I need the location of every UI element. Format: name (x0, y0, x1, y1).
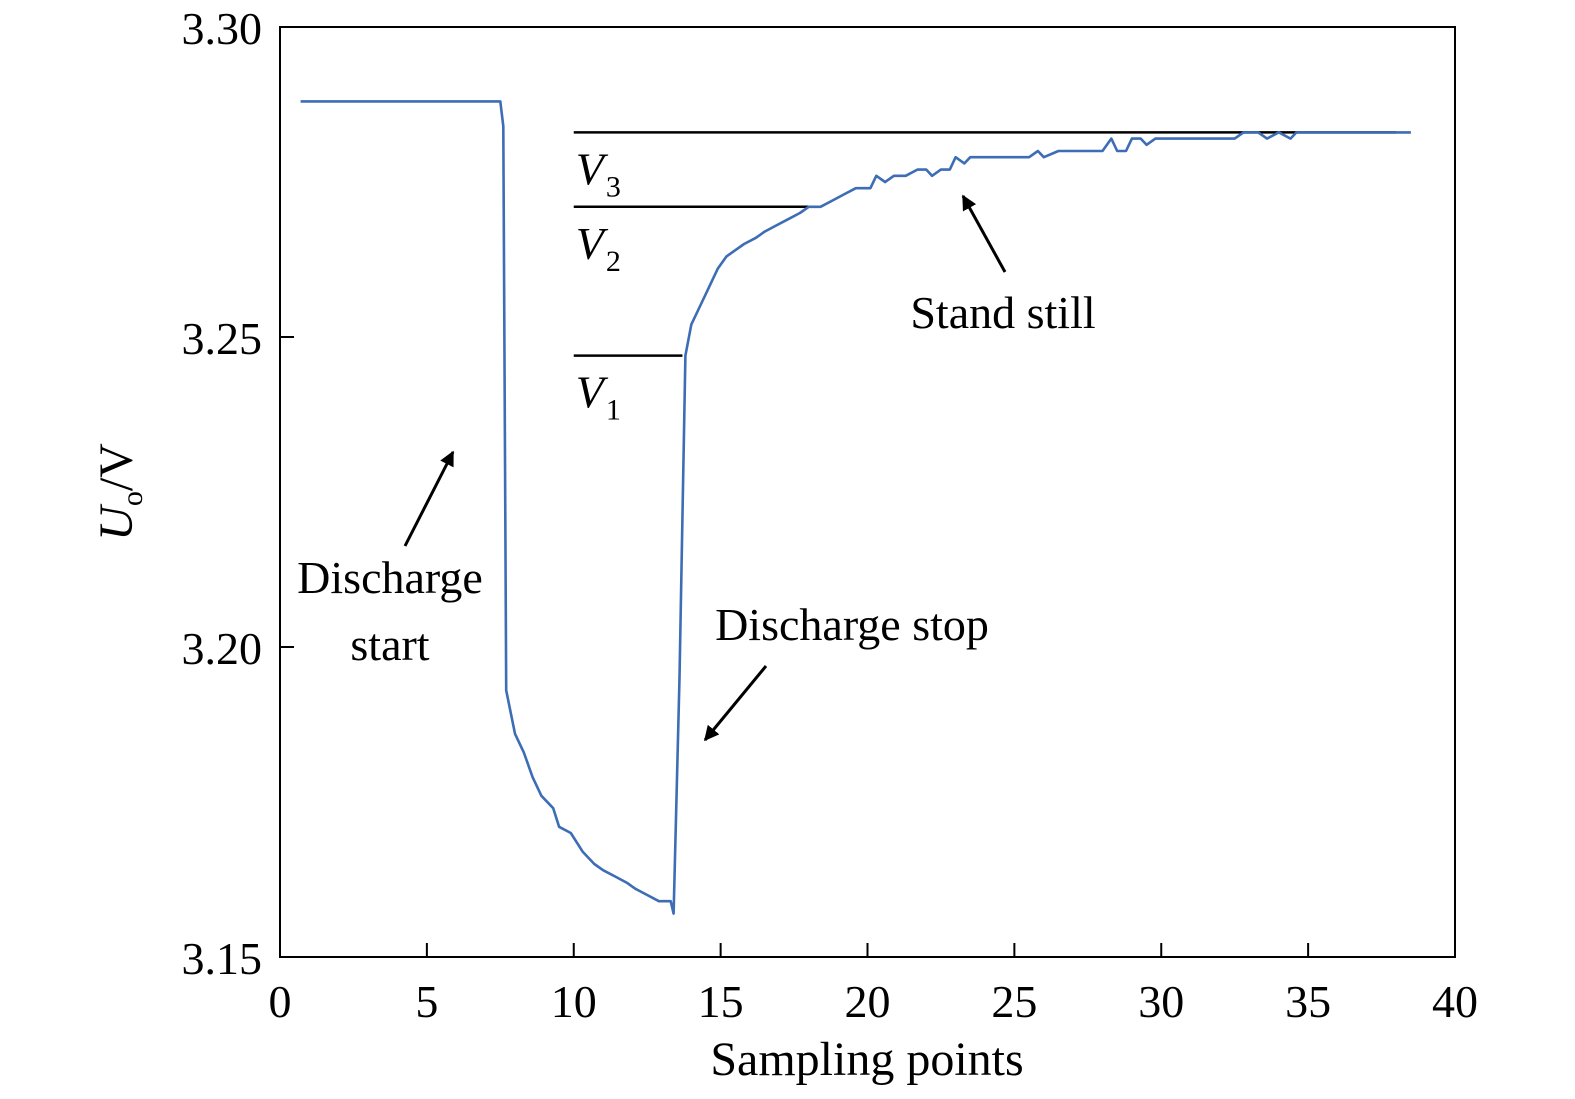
x-tick-label: 0 (269, 976, 292, 1027)
reference-label-v2: V2 (576, 218, 621, 278)
annotation-stand-still: Stand still (910, 287, 1095, 338)
arrow-discharge-stop (703, 665, 768, 742)
y-tick-label: 3.20 (182, 623, 263, 674)
y-tick-label: 3.30 (182, 3, 263, 54)
y-axis-title-main: U (90, 503, 143, 541)
plot-frame (279, 26, 1456, 958)
reference-label-v3: V3 (576, 143, 621, 203)
x-axis: 0 5 10 15 20 25 30 35 40 (269, 943, 1478, 1027)
y-tick-label: 3.25 (182, 313, 263, 364)
y-axis-title-sub: o (116, 491, 149, 506)
reference-label-v1: V1 (576, 367, 621, 427)
x-tick-label: 25 (991, 976, 1037, 1027)
svg-text:Uo/V: Uo/V (90, 443, 149, 541)
x-axis-title: Sampling points (710, 1033, 1023, 1086)
x-tick-label: 35 (1285, 976, 1331, 1027)
y-axis: 3.15 3.20 3.25 3.30 (182, 3, 294, 984)
annotation-discharge-start-line1: Discharge (297, 552, 483, 603)
annotation-discharge-start-line2: start (350, 619, 429, 670)
y-axis-title: Uo/V (90, 443, 149, 541)
x-tick-label: 20 (845, 976, 891, 1027)
annotation-discharge-stop: Discharge stop (715, 599, 989, 650)
arrow-stand-still (961, 194, 1007, 273)
x-tick-label: 40 (1432, 976, 1478, 1027)
x-tick-label: 15 (698, 976, 744, 1027)
arrow-discharge-start (403, 450, 455, 547)
y-tick-label: 3.15 (182, 933, 263, 984)
y-axis-title-unit: /V (90, 443, 143, 491)
x-tick-label: 10 (551, 976, 597, 1027)
reference-lines: V3 V2 V1 (573, 131, 1397, 427)
x-tick-label: 30 (1138, 976, 1184, 1027)
x-tick-label: 5 (415, 976, 438, 1027)
voltage-series-line (300, 100, 1411, 915)
